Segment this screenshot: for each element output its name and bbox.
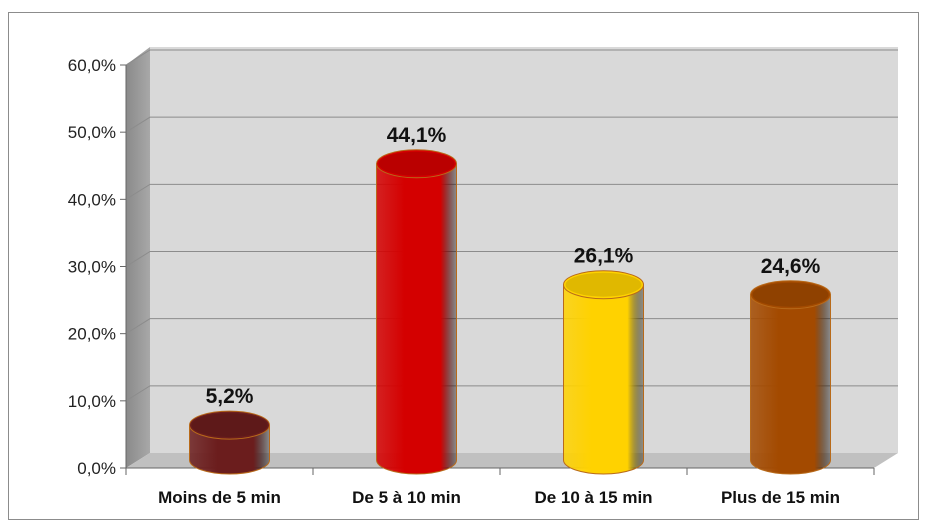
y-tick-label: 10,0% [68,392,116,411]
bar-3 [563,270,644,475]
x-tick-label: Moins de 5 min [158,488,281,507]
y-tick-label: 60,0% [68,56,116,75]
bar-body [376,163,457,475]
gridlines [125,49,898,402]
bar-body [750,294,831,475]
bars [189,149,831,475]
side-wall [126,47,150,468]
bar-top-shade [752,282,829,307]
y-tick-label: 20,0% [68,325,116,344]
x-tick-label: Plus de 15 min [721,488,840,507]
y-tick-label: 0,0% [77,459,116,478]
bar-top-shade [191,413,268,438]
y-axis: 0,0% 10,0% 20,0% 30,0% 40,0% 50,0% 60,0% [68,56,127,478]
gridline [125,183,898,200]
bar-1 [189,410,270,475]
y-tick-label: 30,0% [68,258,116,277]
bar-top [376,149,457,179]
bar-top [563,270,644,300]
gridline [125,116,898,133]
gridline [125,251,898,267]
bar-top [750,280,831,310]
x-tick-label: De 10 à 15 min [534,488,652,507]
bar-top [189,410,270,440]
data-label: 26,1% [574,245,634,268]
bar-2 [376,149,457,475]
bar-top-shade [378,151,455,176]
x-tick-label: De 5 à 10 min [352,488,461,507]
data-label: 44,1% [387,124,447,147]
y-tick-label: 50,0% [68,123,116,142]
data-labels: 5,2% 44,1% 26,1% 24,6% [206,124,821,408]
bar-4 [750,280,831,475]
floor [126,453,898,468]
gridline [125,49,898,66]
bar-top-shade [565,272,642,297]
data-label: 5,2% [206,385,254,408]
bar-body [563,284,644,475]
gridline [125,385,898,402]
data-label: 24,6% [761,255,821,278]
gridline [125,318,898,335]
y-tick-label: 40,0% [68,190,116,209]
